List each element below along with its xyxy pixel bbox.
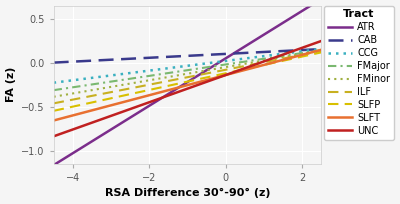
Legend: ATR, CAB, CCG, FMajor, FMinor, ILF, SLFP, SLFT, UNC: ATR, CAB, CCG, FMajor, FMinor, ILF, SLFP… <box>324 6 394 140</box>
X-axis label: RSA Difference 30°-90° (z): RSA Difference 30°-90° (z) <box>105 188 270 198</box>
Y-axis label: FA (z): FA (z) <box>6 67 16 102</box>
